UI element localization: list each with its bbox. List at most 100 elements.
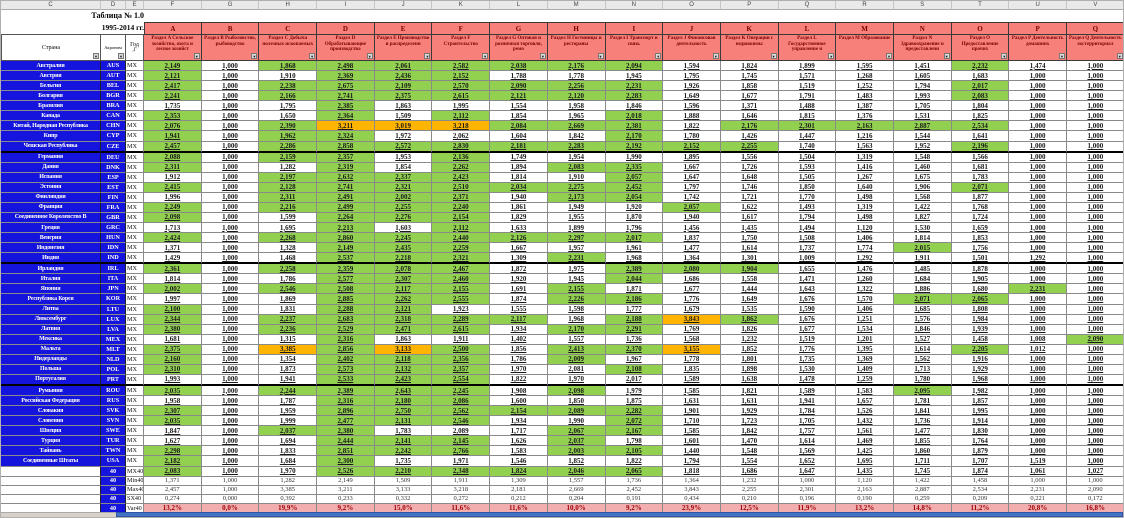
data-cell[interactable]: 1,000 [1067, 81, 1123, 92]
data-cell[interactable]: 1,232 [720, 476, 779, 486]
data-cell[interactable]: 1,519 [1009, 456, 1067, 467]
data-cell[interactable]: 1,534 [836, 324, 894, 335]
data-cell[interactable]: 1,996 [144, 192, 202, 203]
data-cell[interactable]: 1,000 [1067, 294, 1123, 305]
data-cell[interactable]: 0,191 [605, 494, 664, 504]
data-cell[interactable]: 1,000 [1009, 101, 1067, 112]
data-cell[interactable]: 1,000 [1067, 121, 1123, 132]
data-cell[interactable]: 2,297 [547, 233, 606, 244]
country-cell[interactable]: Индонезия [1, 243, 101, 254]
data-cell[interactable]: 1,603 [374, 223, 433, 234]
data-cell[interactable]: 1,000 [1067, 386, 1123, 397]
data-cell[interactable]: 1,456 [663, 223, 721, 234]
data-cell[interactable]: 1,232 [720, 334, 779, 345]
data-cell[interactable]: 2,037 [547, 436, 606, 447]
data-cell[interactable]: 2,452 [605, 182, 664, 193]
acronym-cell[interactable]: 40 [101, 485, 126, 495]
section-letter-cell[interactable]: Q [1067, 22, 1123, 35]
data-cell[interactable]: 2,319 [317, 162, 375, 173]
data-cell[interactable]: 2,173 [547, 192, 606, 203]
data-cell[interactable]: 1,929 [720, 406, 779, 417]
data-cell[interactable]: 1,798 [605, 436, 664, 447]
data-cell[interactable]: 1,676 [778, 314, 837, 325]
data-cell[interactable]: 1,945 [605, 71, 664, 82]
country-cell[interactable] [1, 466, 101, 477]
data-cell[interactable]: 1,641 [951, 131, 1010, 142]
data-cell[interactable]: 1,000 [1067, 61, 1123, 72]
column-letter[interactable]: V [1067, 1, 1123, 10]
data-cell[interactable]: 1,598 [547, 304, 606, 315]
scrollbar-thumb[interactable] [116, 512, 1123, 517]
data-cell[interactable]: 1,000 [1067, 416, 1123, 427]
data-cell[interactable]: 1,000 [201, 81, 260, 92]
data-cell[interactable]: 1,776 [663, 294, 721, 305]
data-cell[interactable]: 1,000 [201, 243, 260, 254]
filter-dropdown-icon[interactable]: ▼ [1001, 53, 1008, 59]
data-cell[interactable]: 1,319 [836, 152, 894, 163]
data-cell[interactable]: 1,402 [490, 334, 548, 345]
data-cell[interactable]: 1,000 [201, 334, 260, 345]
data-cell[interactable]: 1,868 [259, 61, 318, 72]
data-cell[interactable]: 2,046 [547, 466, 606, 477]
year-cell[interactable]: MX [126, 162, 144, 173]
data-cell[interactable]: 1,000 [1067, 101, 1123, 112]
data-cell[interactable]: 1,854 [374, 162, 433, 173]
data-cell[interactable]: 1,000 [1009, 212, 1067, 223]
data-cell[interactable]: 1,530 [893, 223, 952, 234]
data-cell[interactable]: 2,289 [432, 314, 491, 325]
data-cell[interactable]: 1,667 [490, 243, 548, 254]
data-cell[interactable]: 1,000 [1067, 446, 1123, 457]
data-cell[interactable]: 1,768 [951, 202, 1010, 213]
filter-dropdown-icon[interactable]: ▼ [943, 53, 950, 59]
data-cell[interactable]: 2,121 [374, 304, 433, 315]
data-cell[interactable]: 2,508 [317, 284, 375, 295]
data-cell[interactable]: 2,192 [605, 141, 664, 153]
data-cell[interactable]: 1,863 [374, 101, 433, 112]
data-cell[interactable]: 1,478 [778, 374, 837, 386]
data-cell[interactable]: 2,471 [374, 324, 433, 335]
year-cell[interactable]: MX [126, 212, 144, 223]
column-header[interactable]: Раздел Q Деятельность экстерриториал ▼ [1067, 35, 1123, 61]
country-cell[interactable]: Болгария [1, 91, 101, 102]
data-cell[interactable]: 2,311 [144, 162, 202, 173]
data-cell[interactable]: 2,555 [432, 294, 491, 305]
data-cell[interactable]: 1,631 [720, 396, 779, 407]
data-cell[interactable]: 1,604 [490, 131, 548, 142]
data-cell[interactable]: 1,940 [663, 212, 721, 223]
data-cell[interactable]: 1,406 [836, 233, 894, 244]
data-cell[interactable]: 0,000 [201, 494, 260, 504]
data-cell[interactable]: 1,000 [1009, 264, 1067, 275]
data-cell[interactable]: 1,395 [836, 344, 894, 355]
data-cell[interactable]: 1,874 [951, 466, 1010, 477]
data-cell[interactable]: 1,850 [547, 396, 606, 407]
data-cell[interactable]: 1,968 [951, 374, 1010, 386]
data-cell[interactable]: 1,000 [1067, 162, 1123, 173]
data-cell[interactable]: 1,659 [951, 223, 1010, 234]
data-cell[interactable]: 1,622 [720, 202, 779, 213]
column-header[interactable]: Раздел A Сельское хозяйство, охота и лес… [144, 35, 202, 61]
year-cell[interactable]: MX [126, 406, 144, 417]
data-cell[interactable]: 1,485 [893, 264, 952, 275]
data-cell[interactable]: 2,231 [1009, 485, 1067, 495]
data-cell[interactable]: 1,990 [547, 416, 606, 427]
column-header[interactable]: Раздел F Строительство ▼ [432, 35, 491, 61]
scrollbar-track[interactable] [1, 512, 116, 517]
data-cell[interactable]: 3,385 [259, 485, 318, 495]
data-cell[interactable]: 2,131 [374, 416, 433, 427]
data-cell[interactable]: 1,862 [720, 314, 779, 325]
data-cell[interactable]: 1,000 [1067, 374, 1123, 386]
year-cell[interactable]: MX [126, 141, 144, 153]
data-cell[interactable]: 0,172 [1067, 494, 1123, 504]
data-cell[interactable]: 0,392 [259, 494, 318, 504]
acronym-cell[interactable]: BEL [101, 81, 126, 92]
data-cell[interactable]: 1,894 [490, 162, 548, 173]
data-cell[interactable]: 2,361 [144, 264, 202, 275]
data-cell[interactable]: 1,842 [720, 426, 779, 437]
data-cell[interactable]: 1,548 [720, 446, 779, 457]
country-cell[interactable]: Республика Корея [1, 294, 101, 305]
country-cell[interactable]: Эстония [1, 182, 101, 193]
data-cell[interactable]: 1,600 [490, 396, 548, 407]
data-cell[interactable]: 1,737 [778, 243, 837, 254]
data-cell[interactable]: 1,000 [1009, 396, 1067, 407]
data-cell[interactable]: 1,686 [663, 274, 721, 285]
